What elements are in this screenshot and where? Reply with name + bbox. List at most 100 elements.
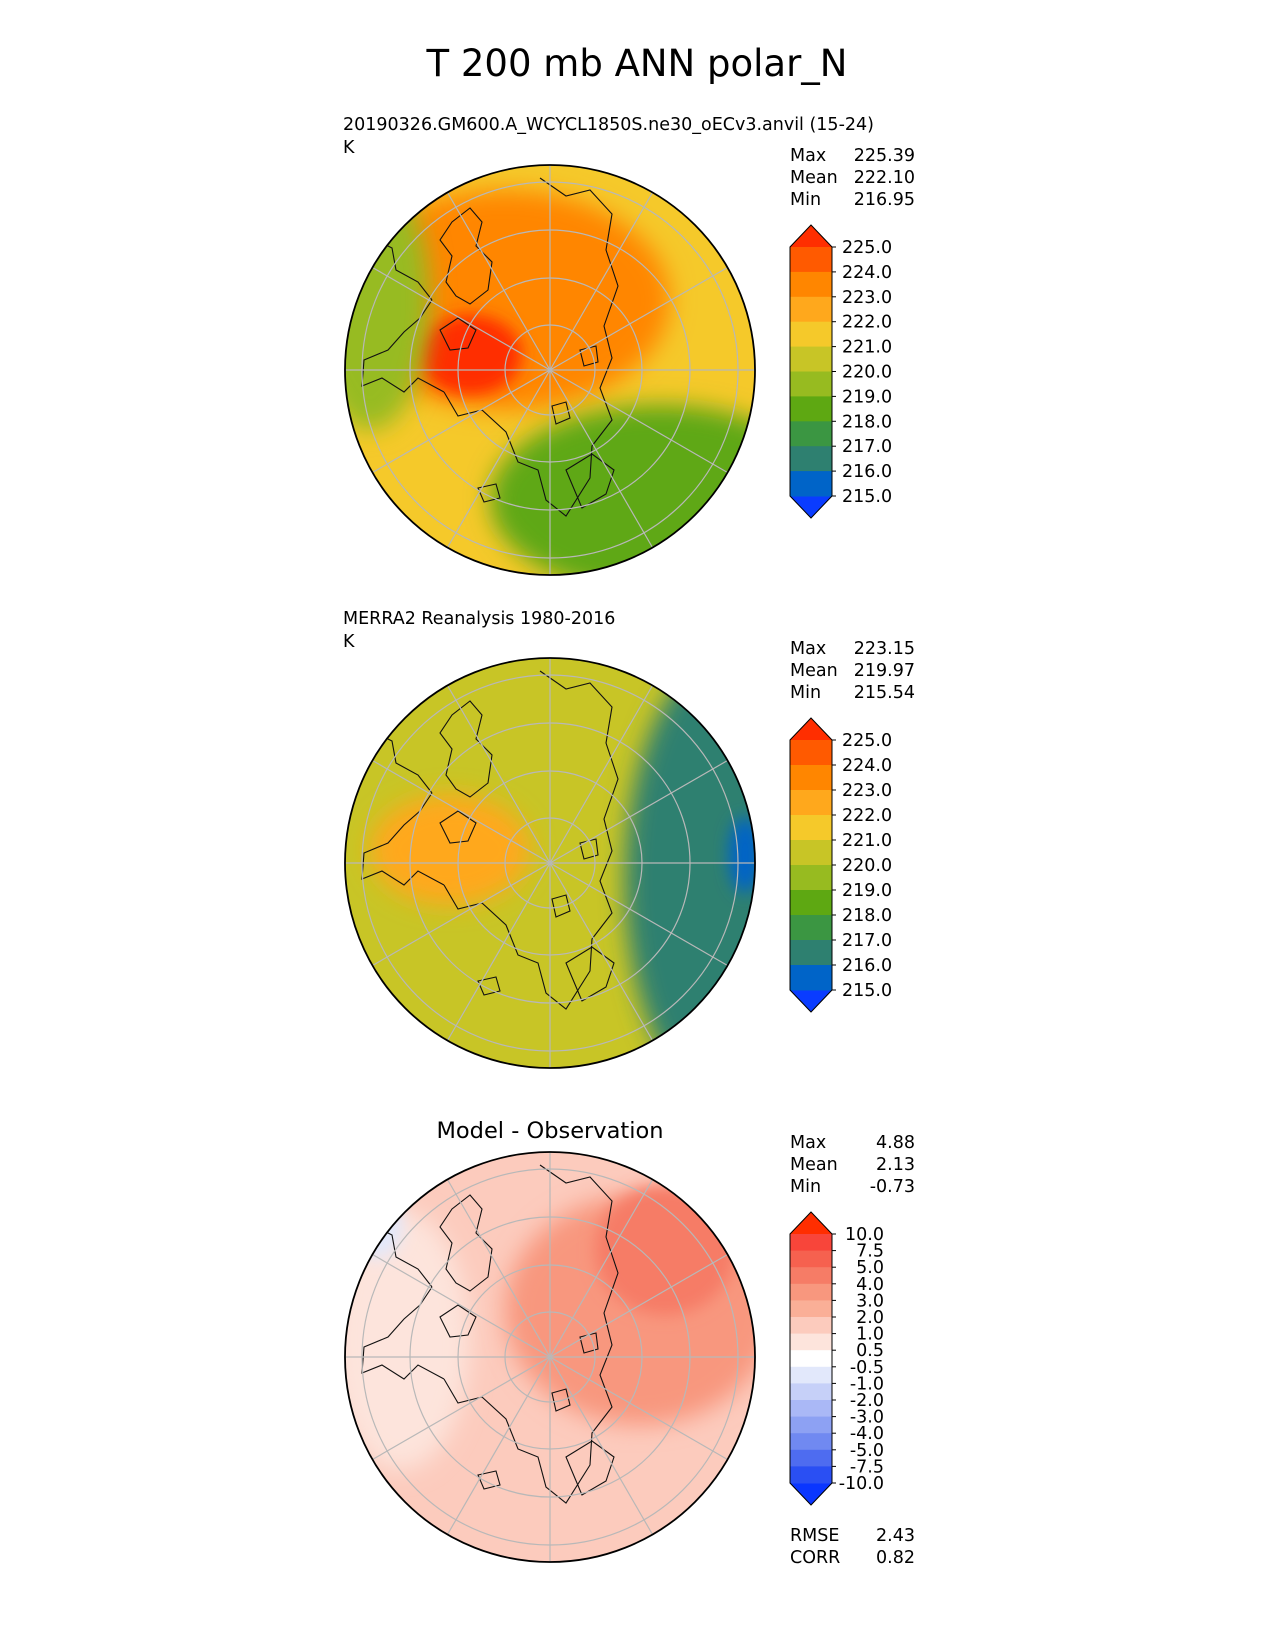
colorbar-tick-label: 224.0 [842,263,892,283]
colorbar-tick-label: 219.0 [842,881,892,901]
colorbar-tick-label: 217.0 [842,931,892,951]
map-boundary [344,657,756,1069]
colorbar-extension-top [790,1212,832,1234]
colorbar-extension-top [790,718,832,740]
colorbar-tick-label: 215.0 [842,981,892,1001]
colorbar-tick-label: -2.0 [850,1391,884,1411]
map-boundary [344,164,756,576]
field-region [595,1185,735,1315]
colorbar-tick-label: 219.0 [842,387,892,407]
colorbar-tick-label: 222.0 [842,313,892,333]
field-region [345,1210,470,1470]
map-field [345,658,755,1068]
colorbar-tick-label: 10.0 [845,1225,884,1245]
colorbar-extension-bottom [790,1483,832,1505]
metrics-block: RMSE 2.43 CORR 0.82 [790,1526,915,1568]
colorbar-segment [790,1317,832,1335]
metric-value: 0.82 [876,1548,915,1568]
stat-value: 225.39 [854,146,915,166]
map-field [345,165,755,575]
colorbar-tick-label: 4.0 [856,1275,884,1295]
colorbar-segment [790,1466,832,1484]
coastlines [361,1164,619,1504]
colorbar-segment [790,296,832,323]
colorbar-segment [790,446,832,472]
colorbar-segment [790,765,832,791]
colorbar-segment [790,1433,832,1451]
colorbar-tick-label: 7.5 [856,1242,884,1262]
colorbar-segment [790,840,832,866]
stat-value: 219.97 [854,661,915,681]
stat-label: Min [790,1177,821,1197]
colorbar-tick-label: 223.0 [842,781,892,801]
colorbar-segment [790,1383,832,1401]
colorbar-segment [790,815,832,841]
stat-label: Min [790,683,821,703]
colorbar-tick-label: -7.5 [850,1457,884,1477]
stat-value: 215.54 [854,683,915,703]
colorbar-segment [790,1350,832,1368]
colorbar-tick-label: 218.0 [842,412,892,432]
colorbar-tick-label: 225.0 [842,731,892,751]
colorbar-tick-label: 217.0 [842,437,892,457]
colorbar-tick-label: 0.5 [856,1341,884,1361]
stat-label: Max [790,146,826,166]
colorbar-tick-label: 218.0 [842,906,892,926]
panel-difference: Model - Observation [344,1118,915,1568]
colorbar-segment [790,346,832,372]
colorbar-tick-label: -3.0 [850,1408,884,1428]
colorbar-tick-label: 215.0 [842,487,892,507]
colorbar-segment [790,865,832,891]
colorbar-segment [790,1283,832,1301]
units-label: K [343,138,355,158]
colorbar-segment [790,1449,832,1467]
colorbar-tick-label: 220.0 [842,363,892,383]
metric-label: RMSE [790,1526,839,1546]
graticule [345,658,755,1068]
colorbar-tick-label: 221.0 [842,338,892,358]
stat-value: 2.13 [876,1155,915,1175]
colorbar-tick-label: 220.0 [842,856,892,876]
stat-label: Mean [790,1155,838,1175]
colorbar-segment [790,396,832,422]
colorbar-tick-label: 224.0 [842,756,892,776]
graticule [345,165,755,575]
stat-label: Max [790,639,826,659]
map-boundary [344,1151,756,1563]
stats-block: Max 225.39 Mean 222.10 Min 216.95 [790,146,915,210]
colorbar-segment [790,1250,832,1268]
colorbar-extension-bottom [790,990,832,1012]
stat-label: Min [790,190,821,210]
colorbar-tick-label: 216.0 [842,462,892,482]
stats-block: Max 4.88 Mean 2.13 Min -0.73 [790,1133,915,1197]
colorbar-segment [790,271,832,298]
stat-value: 222.10 [854,168,915,188]
colorbar-segment [790,890,832,916]
colorbar-segment [790,965,832,991]
colorbar-segment [790,471,832,497]
colorbar-tick-label: 216.0 [842,956,892,976]
colorbar-tick-label: 225.0 [842,238,892,258]
field-region [345,170,430,430]
colorbar-tick-label: 223.0 [842,288,892,308]
colorbar-tick-label: -5.0 [850,1441,884,1461]
field-region [370,795,530,905]
colorbar-tick-label: -4.0 [850,1424,884,1444]
colorbar-segment [790,1234,832,1252]
stat-value: 223.15 [854,639,915,659]
panel-title: Model - Observation [437,1118,664,1144]
stat-label: Mean [790,168,838,188]
colorbar-segment [790,1400,832,1418]
stats-block: Max 223.15 Mean 219.97 Min 215.54 [790,639,915,703]
colorbar: 225.0 224.0 223.0 222.0 221.0 220.0 219.0 218.0… [789,717,892,1013]
stat-value: -0.73 [870,1177,915,1197]
colorbar-tick-label: -1.0 [850,1374,884,1394]
colorbar-tick-label: -10.0 [839,1474,884,1494]
stat-value: 4.88 [876,1133,915,1153]
units-label: K [343,632,355,652]
colorbar-segment [790,740,832,766]
colorbar-tick-label: 221.0 [842,831,892,851]
colorbar-segment [790,940,832,966]
colorbar-tick-label: -0.5 [850,1358,884,1378]
